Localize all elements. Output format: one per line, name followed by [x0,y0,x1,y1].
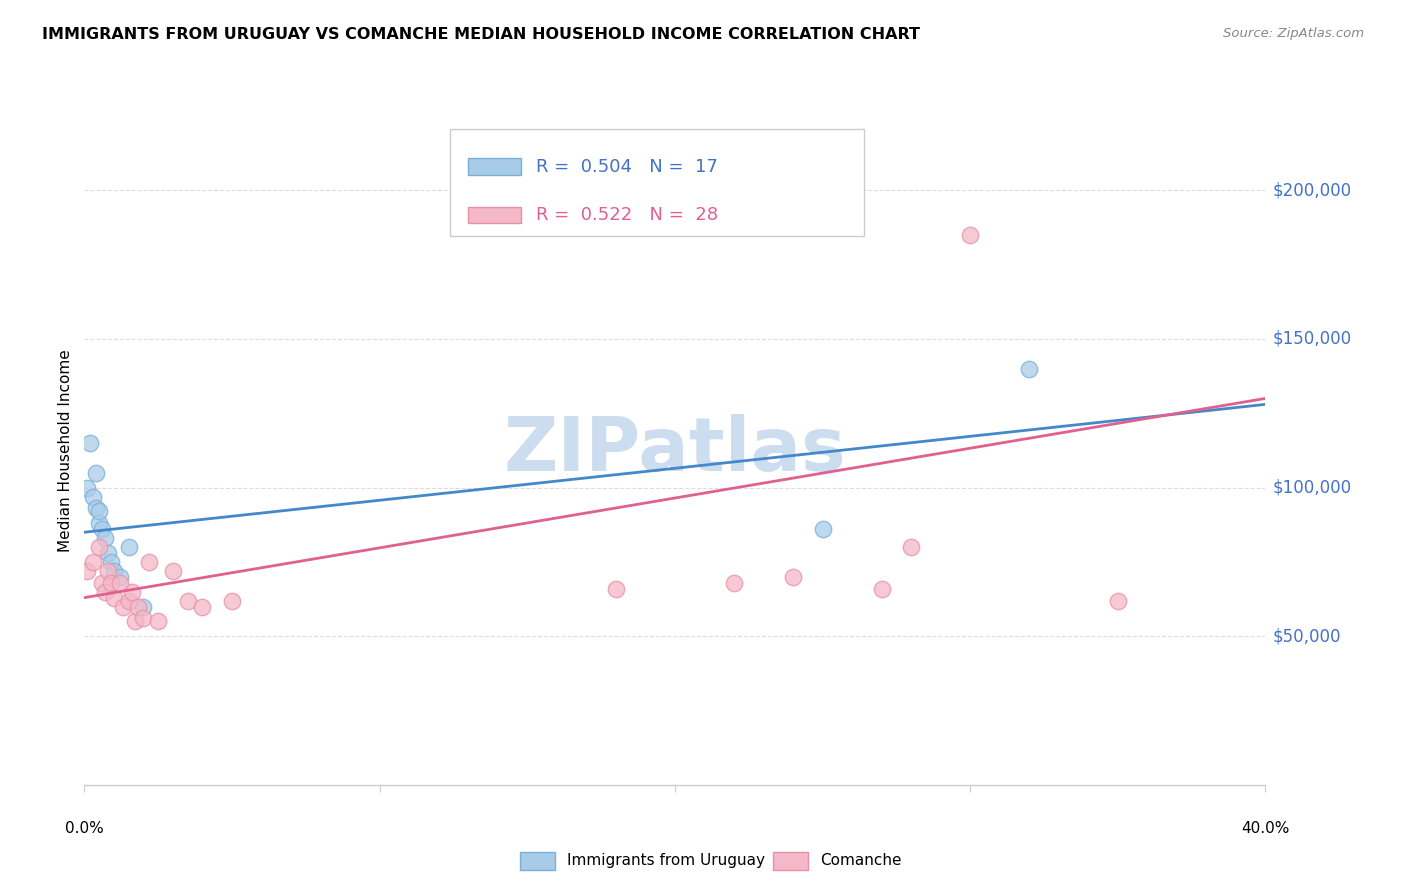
Point [84,501,107,516]
Text: ZIPatlas: ZIPatlas [503,414,846,487]
Point [118,593,141,607]
Point [79,436,101,450]
Point [221,593,243,607]
Y-axis label: Median Household Income: Median Household Income [58,349,73,552]
Text: 0.0%: 0.0% [65,821,104,836]
Text: Comanche: Comanche [820,854,901,868]
Point [191,599,214,614]
Point [782,570,804,584]
Point [82,490,104,504]
Point [177,593,200,607]
Point [94,584,117,599]
Point [118,540,141,554]
Point [84,466,107,480]
Point [148,615,170,629]
Point [87,504,111,518]
Point [76,564,98,578]
Point [87,516,111,531]
Point [103,564,125,578]
Point [121,584,143,599]
Point [111,599,134,614]
Point [900,540,922,554]
Point [76,481,98,495]
Point [811,522,834,536]
Text: Source: ZipAtlas.com: Source: ZipAtlas.com [1223,27,1364,40]
Point [82,555,104,569]
Point [97,546,120,560]
Text: IMMIGRANTS FROM URUGUAY VS COMANCHE MEDIAN HOUSEHOLD INCOME CORRELATION CHART: IMMIGRANTS FROM URUGUAY VS COMANCHE MEDI… [42,27,920,42]
FancyBboxPatch shape [450,129,863,236]
Text: $100,000: $100,000 [1272,479,1351,497]
Point [91,522,114,536]
FancyBboxPatch shape [468,159,522,175]
Point [723,575,745,590]
Point [1107,593,1129,607]
Point [103,591,125,605]
Point [91,575,114,590]
Point [100,575,122,590]
Point [97,564,120,578]
Point [94,531,117,545]
Text: 40.0%: 40.0% [1241,821,1289,836]
Text: $150,000: $150,000 [1272,330,1351,348]
Point [959,227,981,242]
Point [1018,361,1040,376]
Text: Immigrants from Uruguay: Immigrants from Uruguay [567,854,765,868]
Point [162,564,184,578]
Point [87,540,111,554]
Point [108,575,131,590]
Point [100,555,122,569]
Point [124,615,146,629]
Point [138,555,160,569]
Text: R =  0.504   N =  17: R = 0.504 N = 17 [536,158,717,176]
Point [870,582,893,596]
Text: $200,000: $200,000 [1272,181,1351,199]
Point [132,599,155,614]
Point [108,570,131,584]
FancyBboxPatch shape [468,207,522,223]
Point [127,599,149,614]
Point [605,582,627,596]
Text: $50,000: $50,000 [1272,627,1341,645]
Text: R =  0.522   N =  28: R = 0.522 N = 28 [536,206,717,224]
Point [132,611,155,625]
